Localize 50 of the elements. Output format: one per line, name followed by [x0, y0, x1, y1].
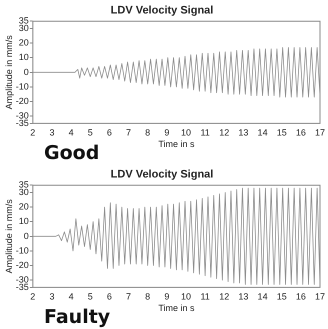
x-tick-label: 17 [314, 291, 326, 302]
x-tick-label: 12 [219, 291, 230, 302]
y-tick-label: 20 [18, 38, 29, 48]
x-tick-label: 5 [88, 127, 93, 138]
text: Good [44, 142, 100, 164]
x-tick-label: 13 [238, 127, 248, 138]
x-tick-label: 7 [126, 127, 132, 138]
y-tick-label: -20 [16, 96, 29, 106]
y-tick-label: -10 [16, 245, 29, 256]
y-tick-label: -20 [16, 260, 29, 270]
x-tick-label: 13 [238, 291, 248, 302]
y-axis-title: Amplitude in mm/s [4, 34, 14, 110]
x-tick-label: 15 [276, 291, 287, 302]
x-tick-label: 6 [106, 127, 112, 138]
y-tick-label: 10 [18, 216, 29, 226]
x-tick-label: 10 [180, 291, 191, 302]
x-tick-label: 15 [276, 127, 287, 138]
y-tick-label: -10 [16, 81, 29, 92]
x-tick-label: 14 [258, 291, 268, 302]
x-tick-label: 17 [314, 127, 326, 138]
x-tick-label: 9 [164, 291, 170, 302]
x-tick-label: 14 [258, 127, 268, 138]
x-tick-label: 4 [68, 291, 74, 302]
x-tick-label: 11 [200, 291, 210, 302]
x-axis-title: Time in s [158, 139, 195, 150]
x-tick-label: 8 [145, 127, 150, 138]
x-tick-label: 2 [30, 291, 36, 302]
chart-title: LDV Velocity Signal [110, 4, 214, 17]
text: Faulty [44, 306, 110, 328]
chart-title: LDV Velocity Signal [110, 168, 214, 181]
x-tick-label: 7 [126, 291, 132, 302]
y-axis-title: Amplitude in mm/s [4, 198, 14, 274]
x-tick-label: 4 [68, 127, 74, 138]
x-tick-label: 10 [180, 127, 191, 138]
x-tick-label: 11 [200, 127, 210, 138]
x-tick-label: 8 [145, 291, 150, 302]
x-tick-label: 9 [164, 127, 170, 138]
y-tick-label: 0 [24, 230, 29, 241]
x-tick-label: 16 [296, 127, 306, 138]
x-tick-label: 6 [106, 291, 112, 302]
x-tick-label: 3 [49, 291, 54, 302]
y-tick-label: 0 [24, 66, 29, 77]
x-tick-label: 2 [30, 127, 36, 138]
y-tick-label: 10 [18, 52, 29, 62]
x-tick-label: 16 [296, 291, 306, 302]
x-tick-label: 3 [49, 127, 54, 138]
x-tick-label: 12 [219, 127, 230, 138]
x-tick-label: 5 [88, 291, 93, 302]
x-axis-title: Time in s [158, 303, 195, 314]
y-tick-label: 20 [18, 202, 29, 212]
